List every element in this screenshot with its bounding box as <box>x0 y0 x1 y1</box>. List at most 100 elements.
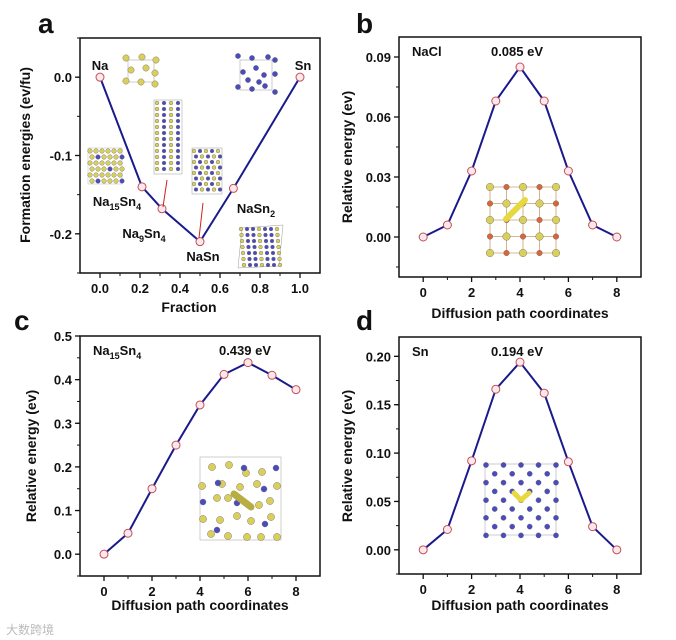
panel-a: 0.0 0.2 0.4 0.6 0.8 1.0 0.0 -0.1 -0.2 Fraction For… <box>17 37 321 315</box>
data-point <box>228 183 238 193</box>
atom <box>236 483 244 491</box>
atom <box>272 89 278 95</box>
atom <box>272 71 278 77</box>
atom <box>239 238 245 244</box>
y-axis-title: Formation energies (ev/fu) <box>17 67 33 243</box>
atom <box>240 244 245 250</box>
atom <box>175 142 181 148</box>
panel-label-b: b <box>356 8 373 39</box>
data-point <box>195 237 205 247</box>
atom <box>95 178 101 184</box>
atom <box>553 200 560 207</box>
atom <box>271 262 277 268</box>
atom <box>161 100 167 106</box>
atom <box>518 532 524 539</box>
atom <box>161 154 167 160</box>
atom <box>264 250 270 256</box>
atom <box>271 256 276 262</box>
data-point <box>491 384 501 394</box>
panel-c: 0 2 4 6 8 0.0 0.1 0.2 0.3 0.4 0.5 Diffusion path co… <box>23 329 321 613</box>
atom <box>519 215 528 224</box>
atom <box>199 515 207 523</box>
atom <box>502 199 511 208</box>
y-axis-title: Relative energy (ev) <box>339 390 355 522</box>
atom <box>552 248 561 257</box>
point-label: Na <box>92 58 109 73</box>
atom <box>211 187 217 192</box>
atom <box>107 166 113 172</box>
atom <box>253 262 259 268</box>
atom <box>161 142 167 148</box>
atom <box>209 181 215 187</box>
atom <box>265 262 271 268</box>
data-point <box>418 232 428 242</box>
atom <box>238 226 244 232</box>
y-tick-label: 0.4 <box>54 373 73 388</box>
data-point <box>588 522 598 532</box>
atom <box>161 136 167 142</box>
atom <box>535 232 544 241</box>
x-tick-label: 0 <box>100 584 107 599</box>
atom <box>138 53 146 61</box>
atom <box>544 488 551 495</box>
x-tick-label: 0 <box>420 285 427 300</box>
atom <box>253 480 261 488</box>
atom <box>518 462 524 468</box>
data-point <box>588 220 598 230</box>
atom <box>241 256 246 262</box>
data-point <box>612 545 622 555</box>
atom <box>191 181 197 187</box>
atom <box>117 172 123 178</box>
atom <box>211 176 217 181</box>
data-point <box>539 388 549 398</box>
y-tick-label: 0.06 <box>366 110 391 125</box>
x-axis-title: Fraction <box>161 299 216 315</box>
atom <box>535 515 542 521</box>
atom <box>225 461 233 469</box>
atom <box>257 238 263 244</box>
atom <box>526 523 533 530</box>
atom <box>209 159 215 165</box>
atom <box>161 166 167 172</box>
atom <box>241 262 247 268</box>
y-tick-label: 0.2 <box>54 460 72 475</box>
atom <box>107 178 113 184</box>
atom <box>193 154 199 159</box>
atom <box>199 187 205 192</box>
atom <box>199 176 205 181</box>
atom <box>105 160 111 166</box>
atom <box>193 165 199 170</box>
atom <box>89 154 95 160</box>
crystal-structure-inset <box>198 456 282 541</box>
atom <box>487 200 494 207</box>
atom <box>224 532 232 540</box>
atom <box>491 470 498 477</box>
data-point <box>243 358 253 368</box>
atom <box>197 159 203 165</box>
data-point <box>515 62 525 72</box>
atom <box>113 154 119 160</box>
atom <box>198 482 206 490</box>
y-tick-label: 0.05 <box>366 494 391 509</box>
y-tick-label: 0.09 <box>366 50 391 65</box>
x-tick-label: 2 <box>468 285 475 300</box>
atom <box>266 497 274 505</box>
data-point <box>418 545 428 555</box>
atom <box>483 462 489 468</box>
atom <box>519 248 528 257</box>
x-tick-label: 8 <box>613 285 620 300</box>
unit-cell <box>239 59 273 91</box>
atom <box>215 181 221 187</box>
atom <box>483 532 489 539</box>
atom <box>249 86 255 92</box>
atom <box>205 187 211 192</box>
data-point <box>137 182 147 192</box>
atom <box>265 256 270 262</box>
atom <box>154 100 160 106</box>
plot-frame <box>398 36 642 278</box>
data-point <box>267 370 277 380</box>
atom <box>502 232 511 241</box>
x-tick-label: 1.0 <box>291 281 309 296</box>
atom <box>137 78 145 86</box>
atom <box>205 165 211 170</box>
